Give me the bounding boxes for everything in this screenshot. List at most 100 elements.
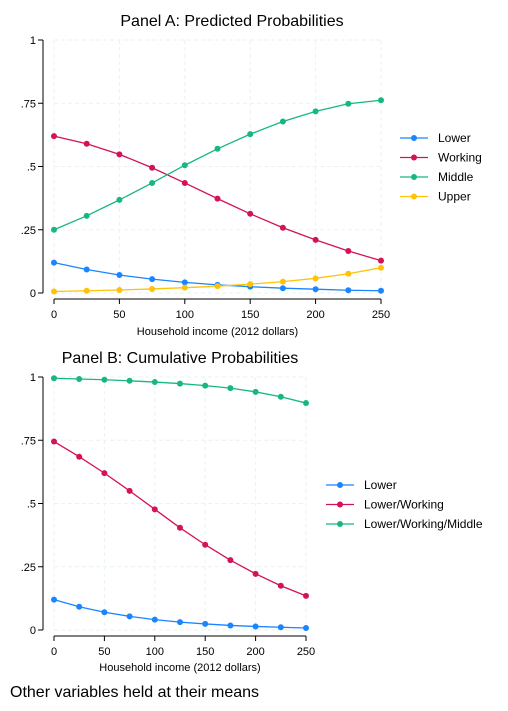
data-point bbox=[177, 524, 183, 531]
legend-label: Lower/Working/Middle bbox=[364, 517, 483, 531]
data-point bbox=[126, 377, 133, 384]
y-tick-label: .75 bbox=[21, 435, 36, 447]
data-point bbox=[247, 281, 254, 288]
legend-label: Lower bbox=[438, 131, 471, 145]
x-tick-label: 100 bbox=[176, 309, 194, 321]
data-point bbox=[279, 278, 286, 285]
data-point bbox=[345, 248, 352, 255]
data-point bbox=[116, 196, 123, 203]
data-point bbox=[252, 623, 259, 630]
data-point bbox=[116, 272, 123, 279]
data-point bbox=[181, 284, 188, 291]
data-point bbox=[252, 570, 259, 577]
data-point bbox=[126, 487, 133, 494]
data-point bbox=[312, 275, 319, 282]
data-point bbox=[76, 453, 83, 460]
data-point bbox=[214, 283, 221, 290]
data-point bbox=[214, 195, 221, 202]
y-tick-label: .25 bbox=[21, 225, 36, 237]
data-point bbox=[149, 179, 156, 186]
legend-marker bbox=[411, 174, 417, 180]
data-point bbox=[345, 287, 352, 294]
data-point bbox=[101, 376, 108, 383]
x-tick-label: 150 bbox=[196, 646, 214, 658]
data-point bbox=[279, 224, 286, 231]
data-point bbox=[151, 616, 158, 623]
x-tick-label: 0 bbox=[51, 309, 57, 321]
data-point bbox=[51, 226, 57, 233]
data-point bbox=[116, 286, 123, 293]
data-point bbox=[177, 380, 183, 387]
chart: Panel A: Predicted Probabilities 0 .25 .5 .7… bbox=[21, 13, 483, 674]
footnote: Other variables held at their means bbox=[10, 684, 260, 701]
data-point bbox=[277, 624, 284, 631]
y-tick-label: 0 bbox=[30, 288, 36, 300]
x-tick-label: 150 bbox=[241, 309, 259, 321]
data-point bbox=[181, 162, 188, 169]
x-tick-label: 100 bbox=[146, 646, 164, 658]
data-point bbox=[247, 131, 254, 138]
y-tick-label: 1 bbox=[30, 35, 36, 47]
legend-marker bbox=[411, 154, 417, 161]
data-point bbox=[303, 592, 309, 599]
data-point bbox=[126, 613, 133, 620]
data-point bbox=[151, 379, 158, 386]
x-tick-label: 50 bbox=[113, 309, 125, 321]
legend-label: Lower/Working bbox=[364, 498, 444, 512]
data-point bbox=[252, 388, 259, 395]
x-axis-label: Household income (2012 dollars) bbox=[137, 326, 298, 338]
x-axis-label: Household income (2012 dollars) bbox=[99, 662, 260, 674]
legend-label: Middle bbox=[438, 170, 474, 184]
legend-label: Upper bbox=[438, 190, 471, 204]
series-line bbox=[53, 99, 382, 231]
data-point bbox=[116, 151, 123, 158]
legend-label: Working bbox=[438, 151, 482, 165]
data-point bbox=[345, 270, 352, 277]
data-point bbox=[149, 276, 156, 283]
data-point bbox=[378, 257, 384, 264]
data-point bbox=[247, 210, 254, 217]
data-point bbox=[202, 541, 209, 548]
data-point bbox=[378, 264, 384, 271]
data-point bbox=[227, 622, 234, 629]
data-point bbox=[181, 179, 188, 186]
data-point bbox=[76, 603, 83, 610]
data-point bbox=[151, 506, 158, 513]
data-point bbox=[76, 376, 83, 383]
data-point bbox=[51, 375, 57, 382]
panel-title: Panel A: Predicted Probabilities bbox=[120, 13, 343, 30]
data-point bbox=[83, 212, 90, 219]
data-point bbox=[51, 133, 57, 140]
y-tick-label: .5 bbox=[27, 499, 36, 511]
data-point bbox=[51, 288, 57, 295]
data-point bbox=[149, 164, 156, 171]
data-point bbox=[202, 620, 209, 627]
data-point bbox=[83, 287, 90, 294]
data-point bbox=[279, 118, 286, 125]
panel-title: Panel B: Cumulative Probabilities bbox=[62, 350, 299, 367]
data-point bbox=[202, 382, 209, 389]
legend-marker bbox=[411, 193, 417, 200]
x-tick-label: 50 bbox=[98, 646, 110, 658]
legend-marker bbox=[411, 135, 417, 141]
y-tick-label: 1 bbox=[30, 372, 36, 384]
data-point bbox=[345, 100, 352, 107]
data-point bbox=[51, 596, 57, 603]
data-point bbox=[177, 619, 183, 626]
data-point bbox=[303, 624, 309, 631]
legend-marker bbox=[337, 521, 343, 527]
legend-marker bbox=[337, 482, 343, 488]
x-tick-label: 0 bbox=[51, 646, 57, 658]
data-point bbox=[227, 385, 234, 392]
legend-marker bbox=[337, 501, 343, 508]
y-tick-label: .75 bbox=[21, 98, 36, 110]
x-tick-label: 200 bbox=[246, 646, 264, 658]
panel-a: Panel A: Predicted Probabilities 0 .25 .5 .7… bbox=[21, 13, 482, 338]
data-point bbox=[279, 285, 286, 292]
data-point bbox=[227, 557, 234, 564]
data-point bbox=[312, 108, 319, 115]
series-line bbox=[53, 440, 307, 597]
y-tick-label: 0 bbox=[30, 625, 36, 637]
data-point bbox=[51, 259, 57, 266]
data-point bbox=[303, 400, 309, 407]
